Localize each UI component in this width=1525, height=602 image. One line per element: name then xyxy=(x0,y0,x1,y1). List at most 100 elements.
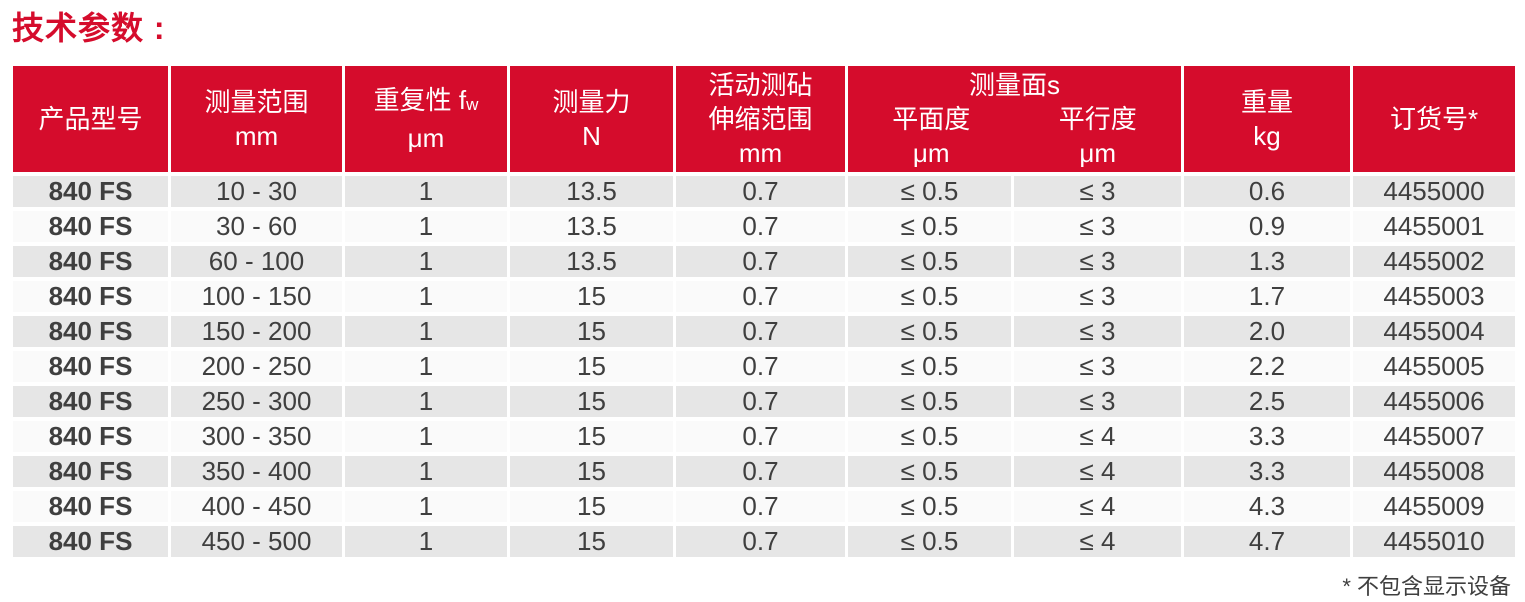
cell-weight: 1.7 xyxy=(1184,281,1350,312)
table-row: 840 FS 450 - 500 1 15 0.7 ≤ 0.5 ≤ 4 4.7 … xyxy=(13,526,1515,557)
table-header: 产品型号 测量范围 mm 重复性 fw μm 测量力 N 活动测砧 伸缩范围 xyxy=(13,66,1515,172)
cell-flatness: ≤ 0.5 xyxy=(848,386,1011,417)
cell-anvil-travel: 0.7 xyxy=(676,456,845,487)
header-label: 伸缩范围 xyxy=(708,104,813,134)
cell-product-model: 840 FS xyxy=(13,491,168,522)
cell-measuring-range: 450 - 500 xyxy=(171,526,342,557)
cell-order-number: 4455010 xyxy=(1353,526,1515,557)
header-parallelism: 平行度 xyxy=(1058,104,1137,134)
cell-repeatability: 1 xyxy=(345,526,507,557)
cell-product-model: 840 FS xyxy=(13,526,168,557)
cell-product-model: 840 FS xyxy=(13,386,168,417)
cell-order-number: 4455003 xyxy=(1353,281,1515,312)
cell-parallelism: ≤ 4 xyxy=(1014,491,1181,522)
cell-repeatability: 1 xyxy=(345,281,507,312)
header-anvil-travel: 活动测砧 伸缩范围 mm xyxy=(676,66,845,172)
cell-order-number: 4455000 xyxy=(1353,176,1515,207)
cell-repeatability: 1 xyxy=(345,351,507,382)
cell-parallelism: ≤ 3 xyxy=(1014,351,1181,382)
table-body: 840 FS 10 - 30 1 13.5 0.7 ≤ 0.5 ≤ 3 0.6 … xyxy=(13,176,1515,557)
group-sublabels: 平面度 平行度 μm μm xyxy=(848,102,1181,170)
cell-parallelism: ≤ 3 xyxy=(1014,246,1181,277)
cell-anvil-travel: 0.7 xyxy=(676,246,845,277)
header-repeatability: 重复性 fw μm xyxy=(345,66,507,172)
header-label: 重量 xyxy=(1240,87,1293,117)
cell-measuring-force: 13.5 xyxy=(510,246,673,277)
table-row: 840 FS 200 - 250 1 15 0.7 ≤ 0.5 ≤ 3 2.2 … xyxy=(13,351,1515,382)
cell-weight: 4.7 xyxy=(1184,526,1350,557)
table-row: 840 FS 400 - 450 1 15 0.7 ≤ 0.5 ≤ 4 4.3 … xyxy=(13,491,1515,522)
cell-weight: 4.3 xyxy=(1184,491,1350,522)
cell-weight: 2.5 xyxy=(1184,386,1350,417)
header-unit: mm xyxy=(234,121,279,151)
cell-weight: 0.9 xyxy=(1184,211,1350,242)
table-row: 840 FS 60 - 100 1 13.5 0.7 ≤ 0.5 ≤ 3 1.3… xyxy=(13,246,1515,277)
subscript-w: w xyxy=(466,95,479,114)
cell-flatness: ≤ 0.5 xyxy=(848,211,1011,242)
cell-weight: 3.3 xyxy=(1184,421,1350,452)
cell-anvil-travel: 0.7 xyxy=(676,351,845,382)
cell-parallelism: ≤ 4 xyxy=(1014,456,1181,487)
cell-measuring-range: 400 - 450 xyxy=(171,491,342,522)
cell-flatness: ≤ 0.5 xyxy=(848,421,1011,452)
cell-anvil-travel: 0.7 xyxy=(676,421,845,452)
header-unit: mm xyxy=(738,138,783,168)
cell-product-model: 840 FS xyxy=(13,456,168,487)
cell-anvil-travel: 0.7 xyxy=(676,281,845,312)
table-row: 840 FS 250 - 300 1 15 0.7 ≤ 0.5 ≤ 3 2.5 … xyxy=(13,386,1515,417)
cell-order-number: 4455006 xyxy=(1353,386,1515,417)
cell-order-number: 4455004 xyxy=(1353,316,1515,347)
cell-order-number: 4455009 xyxy=(1353,491,1515,522)
cell-measuring-range: 150 - 200 xyxy=(171,316,342,347)
table-row: 840 FS 10 - 30 1 13.5 0.7 ≤ 0.5 ≤ 3 0.6 … xyxy=(13,176,1515,207)
cell-flatness: ≤ 0.5 xyxy=(848,351,1011,382)
cell-measuring-force: 13.5 xyxy=(510,211,673,242)
cell-measuring-range: 60 - 100 xyxy=(171,246,342,277)
header-unit: μm xyxy=(912,138,950,168)
cell-parallelism: ≤ 3 xyxy=(1014,386,1181,417)
cell-flatness: ≤ 0.5 xyxy=(848,491,1011,522)
cell-anvil-travel: 0.7 xyxy=(676,176,845,207)
group-label: 测量面s xyxy=(968,70,1060,100)
cell-parallelism: ≤ 4 xyxy=(1014,526,1181,557)
cell-parallelism: ≤ 4 xyxy=(1014,421,1181,452)
cell-weight: 1.3 xyxy=(1184,246,1350,277)
cell-repeatability: 1 xyxy=(345,211,507,242)
header-measuring-range: 测量范围 mm xyxy=(171,66,342,172)
table-row: 840 FS 150 - 200 1 15 0.7 ≤ 0.5 ≤ 3 2.0 … xyxy=(13,316,1515,347)
cell-measuring-force: 15 xyxy=(510,456,673,487)
cell-weight: 2.0 xyxy=(1184,316,1350,347)
header-label: 订货号* xyxy=(1389,104,1479,134)
cell-measuring-force: 15 xyxy=(510,351,673,382)
cell-repeatability: 1 xyxy=(345,456,507,487)
cell-repeatability: 1 xyxy=(345,246,507,277)
cell-measuring-range: 250 - 300 xyxy=(171,386,342,417)
cell-flatness: ≤ 0.5 xyxy=(848,176,1011,207)
header-label: 测量范围 xyxy=(204,87,309,117)
cell-product-model: 840 FS xyxy=(13,351,168,382)
cell-anvil-travel: 0.7 xyxy=(676,526,845,557)
footnote: * 不包含显示设备 xyxy=(1342,574,1511,599)
table-row: 840 FS 300 - 350 1 15 0.7 ≤ 0.5 ≤ 4 3.3 … xyxy=(13,421,1515,452)
header-label: 活动测砧 xyxy=(708,70,813,100)
cell-repeatability: 1 xyxy=(345,421,507,452)
cell-order-number: 4455007 xyxy=(1353,421,1515,452)
cell-measuring-force: 15 xyxy=(510,421,673,452)
cell-product-model: 840 FS xyxy=(13,246,168,277)
header-measuring-faces-group: 测量面s 平面度 平行度 μm μm xyxy=(848,66,1181,172)
cell-measuring-range: 300 - 350 xyxy=(171,421,342,452)
header-unit: μm xyxy=(1079,138,1117,168)
cell-weight: 0.6 xyxy=(1184,176,1350,207)
header-row: 产品型号 测量范围 mm 重复性 fw μm 测量力 N 活动测砧 伸缩范围 xyxy=(13,66,1515,172)
header-weight: 重量 kg xyxy=(1184,66,1350,172)
cell-weight: 2.2 xyxy=(1184,351,1350,382)
cell-repeatability: 1 xyxy=(345,316,507,347)
cell-measuring-force: 15 xyxy=(510,526,673,557)
cell-weight: 3.3 xyxy=(1184,456,1350,487)
cell-measuring-range: 10 - 30 xyxy=(171,176,342,207)
header-label: 产品型号 xyxy=(38,104,143,134)
cell-product-model: 840 FS xyxy=(13,281,168,312)
cell-flatness: ≤ 0.5 xyxy=(848,456,1011,487)
cell-anvil-travel: 0.7 xyxy=(676,211,845,242)
